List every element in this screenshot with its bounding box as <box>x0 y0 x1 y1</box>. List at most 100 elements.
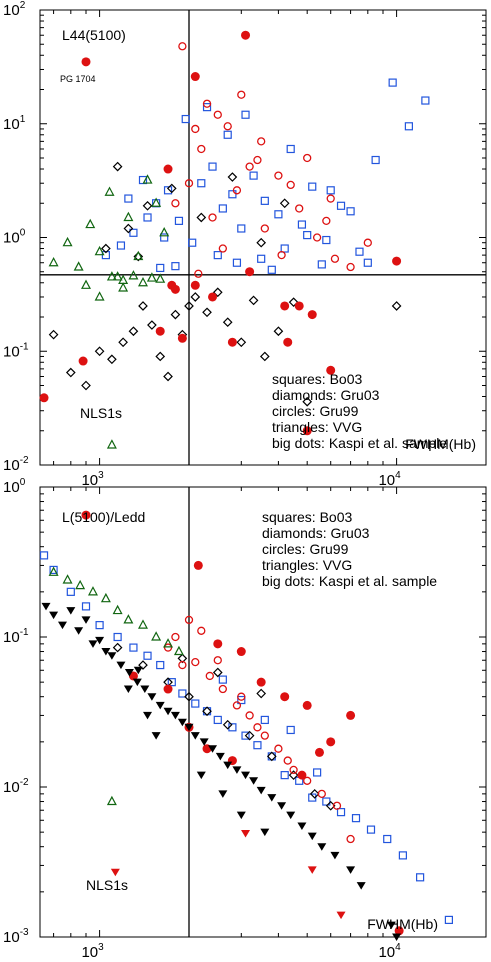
square-marker <box>223 130 232 139</box>
bigdot-marker <box>128 671 138 681</box>
circle-marker <box>346 262 355 272</box>
bigdot-marker <box>294 301 304 311</box>
square-marker <box>218 675 227 684</box>
square-marker <box>404 122 413 131</box>
bigdot-marker <box>241 30 251 40</box>
circle-marker <box>194 269 203 278</box>
square-marker <box>351 814 361 823</box>
axis-ticks: 103 104 100 10-1 10-2 10-3 <box>3 477 487 961</box>
triangle-marker <box>104 186 115 196</box>
data-marks <box>39 510 453 941</box>
down-triangle-marker <box>218 790 228 798</box>
square-marker <box>218 204 227 213</box>
square-marker <box>241 731 250 740</box>
down-triangle-marker <box>208 745 218 753</box>
square-marker <box>280 244 289 253</box>
down-triangle-marker <box>74 627 84 635</box>
square-marker <box>280 771 289 780</box>
triangle-marker <box>151 197 162 207</box>
data-marks <box>39 30 430 449</box>
square-marker <box>257 254 266 263</box>
square-marker <box>322 235 331 245</box>
square-marker <box>336 808 346 817</box>
square-marker <box>267 265 276 274</box>
bigdot-marker <box>155 326 165 336</box>
down-triangle-marker <box>307 832 317 841</box>
diamond-marker <box>163 371 173 382</box>
bigdot-marker <box>163 684 173 694</box>
legend: squares: Bo03 diamonds: Gru03 circles: G… <box>262 509 437 589</box>
legend-line: triangles: VVG <box>272 419 362 435</box>
legend-line: circles: Gru99 <box>262 541 349 557</box>
circle-marker <box>257 137 266 146</box>
down-triangle-marker <box>307 866 317 874</box>
circle-marker <box>237 90 246 99</box>
square-marker <box>156 263 165 273</box>
down-triangle-marker <box>155 701 165 710</box>
triangle-marker <box>106 271 117 281</box>
down-triangle-marker <box>110 868 120 877</box>
square-marker <box>228 190 237 199</box>
triangle-marker <box>155 273 166 283</box>
diamond-marker <box>94 346 105 357</box>
down-triangle-marker <box>124 668 134 677</box>
circle-marker <box>208 213 217 222</box>
square-marker <box>49 565 58 575</box>
triangle-marker <box>146 272 157 282</box>
diamond-marker <box>123 223 134 234</box>
triangle-marker <box>62 236 73 247</box>
down-triangle-marker <box>267 794 277 802</box>
bigdot-marker <box>227 337 237 347</box>
down-triangle-marker <box>223 761 233 770</box>
down-triangle-marker <box>317 843 327 851</box>
panel-title: L(5100)/Ledd <box>62 509 145 525</box>
triangle-marker <box>85 218 96 229</box>
plot-frame <box>39 486 487 938</box>
nls1-label: NLS1s <box>80 405 122 421</box>
circle-marker <box>171 199 180 208</box>
down-triangle-marker <box>190 732 200 740</box>
triangle-marker <box>151 631 162 641</box>
down-triangle-marker <box>49 611 59 620</box>
diamond-marker <box>244 730 255 741</box>
circle-marker <box>213 110 222 119</box>
circle-marker <box>191 124 200 134</box>
square-marker <box>181 114 190 124</box>
legend-line: triangles: VVG <box>262 557 352 573</box>
circle-marker <box>171 632 180 642</box>
circle-marker <box>218 244 227 253</box>
plot-frame <box>39 9 487 466</box>
bigdot-marker <box>78 356 88 366</box>
square-marker <box>388 78 397 87</box>
circle-marker <box>274 171 283 180</box>
circle-marker <box>332 801 342 810</box>
square-marker <box>371 155 380 165</box>
diamond-marker <box>166 183 177 194</box>
down-triangle-marker <box>356 882 366 890</box>
circle-marker <box>283 756 292 765</box>
legend-line: diamonds: Gru03 <box>262 525 370 541</box>
bigdot-marker <box>394 926 404 936</box>
square-marker <box>124 194 133 203</box>
square-marker <box>260 715 269 725</box>
diamond-marker <box>288 770 299 780</box>
bigdot-marker <box>326 365 336 375</box>
circle-marker <box>295 204 304 213</box>
diamond-marker <box>279 198 290 209</box>
down-triangle-marker <box>95 636 105 645</box>
triangle-marker <box>48 256 59 267</box>
circle-marker <box>178 660 187 670</box>
triangle-marker <box>137 619 148 629</box>
square-marker <box>322 797 331 806</box>
bigdot-marker <box>283 337 293 347</box>
bigdot-marker <box>245 267 255 277</box>
diamond-marker <box>138 660 148 670</box>
circle-marker <box>245 162 254 171</box>
down-triangle-marker <box>107 652 117 660</box>
down-triangle-marker <box>132 678 142 687</box>
diamond-marker <box>248 295 259 306</box>
circle-marker <box>286 180 295 190</box>
axis-ticks: 103 104 102 101 100 10-1 10-2 <box>3 0 487 489</box>
circle-marker <box>184 179 194 188</box>
